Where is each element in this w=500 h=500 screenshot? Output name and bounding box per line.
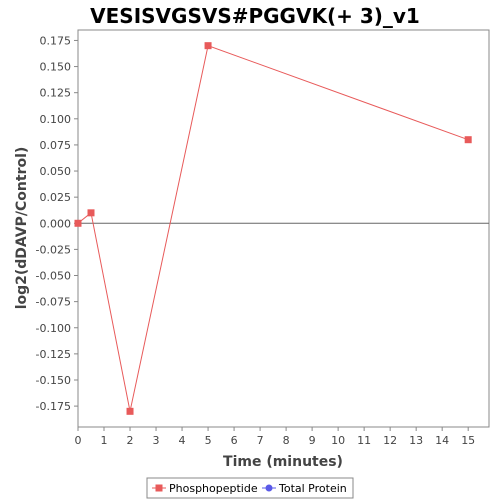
x-tick-label: 9	[309, 434, 316, 447]
y-tick-label: 0.175	[40, 34, 72, 47]
x-tick-label: 5	[205, 434, 212, 447]
y-axis: -0.175 -0.150 -0.125 -0.100 -0.075 -0.050 -0.0…	[36, 34, 78, 413]
x-tick-label: 4	[179, 434, 186, 447]
legend: Phosphopeptide Total Protein	[146, 477, 354, 499]
x-tick-label: 10	[331, 434, 345, 447]
y-tick-label: -0.075	[36, 296, 71, 309]
y-tick-label: 0.125	[40, 87, 72, 100]
x-tick-label: 8	[283, 434, 290, 447]
y-tick-label: 0.100	[40, 113, 72, 126]
x-tick-label: 15	[461, 434, 475, 447]
x-tick-label: 12	[383, 434, 397, 447]
legend-circle-marker	[265, 484, 273, 492]
x-tick-label: 7	[257, 434, 264, 447]
y-tick-label: 0.075	[40, 139, 72, 152]
data-point	[464, 136, 472, 144]
y-tick-label: -0.175	[36, 400, 71, 413]
y-tick-label: 0.025	[40, 191, 72, 204]
legend-label: Total Protein	[278, 482, 347, 495]
y-tick-label: 0.150	[40, 61, 72, 74]
x-tick-label: 1	[101, 434, 108, 447]
legend-box	[146, 477, 354, 499]
y-tick-label: -0.150	[36, 374, 71, 387]
y-tick-label: -0.125	[36, 348, 71, 361]
chart-title: VESISVGSVS#PGGVK(+ 3)_v1	[90, 4, 420, 28]
x-tick-label: 3	[153, 434, 160, 447]
y-tick-label: 0.050	[40, 165, 72, 178]
x-axis: 0 1 2 3 4 5 6 7 8 9 10 11 12 13 14 15	[75, 427, 475, 447]
x-tick-label: 11	[357, 434, 371, 447]
data-point	[126, 407, 134, 415]
legend-square-marker	[155, 484, 163, 492]
data-point	[87, 209, 95, 217]
x-tick-label: 2	[127, 434, 134, 447]
y-tick-label: -0.100	[36, 322, 71, 335]
data-point	[74, 219, 82, 227]
legend-label: Phosphopeptide	[169, 482, 258, 495]
y-axis-label: log2(dDAVP/Control)	[14, 147, 30, 310]
x-tick-label: 6	[231, 434, 238, 447]
x-tick-label: 13	[409, 434, 423, 447]
series-layer	[74, 42, 472, 415]
y-tick-label: 0.000	[40, 217, 72, 230]
y-tick-label: -0.050	[36, 270, 71, 283]
data-point	[204, 42, 212, 50]
x-tick-label: 0	[75, 434, 82, 447]
plot-area	[77, 29, 490, 428]
x-tick-label: 14	[435, 434, 449, 447]
y-tick-label: -0.025	[36, 243, 71, 256]
x-axis-label: Time (minutes)	[223, 454, 343, 470]
